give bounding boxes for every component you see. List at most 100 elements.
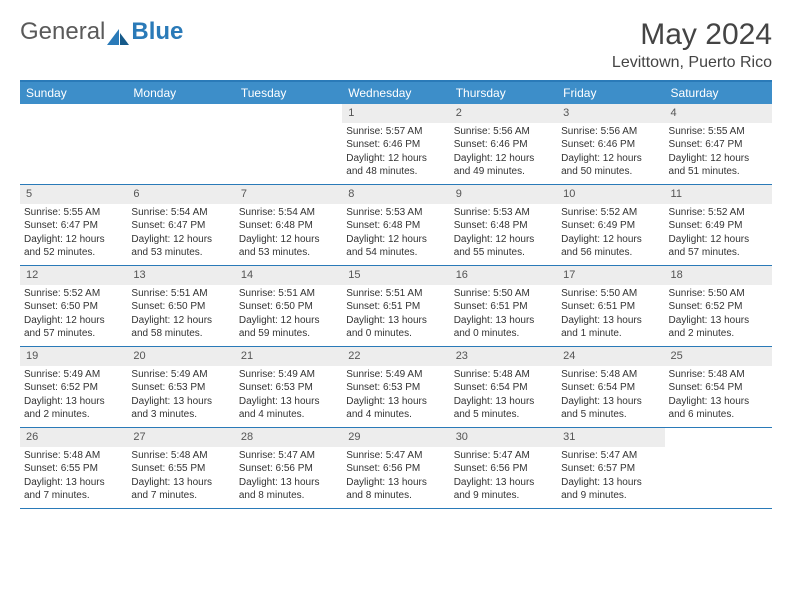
day-body: Sunrise: 5:48 AMSunset: 6:54 PMDaylight:… — [665, 366, 772, 426]
sunrise-line: Sunrise: 5:48 AM — [454, 368, 553, 382]
day-cell: 24Sunrise: 5:48 AMSunset: 6:54 PMDayligh… — [557, 347, 664, 427]
day-cell: 22Sunrise: 5:49 AMSunset: 6:53 PMDayligh… — [342, 347, 449, 427]
day-number: 5 — [20, 185, 127, 204]
day-cell: 26Sunrise: 5:48 AMSunset: 6:55 PMDayligh… — [20, 428, 127, 508]
sunset-line: Sunset: 6:51 PM — [561, 300, 660, 314]
sunrise-line: Sunrise: 5:51 AM — [239, 287, 338, 301]
day-cell: 30Sunrise: 5:47 AMSunset: 6:56 PMDayligh… — [450, 428, 557, 508]
day-cell: 25Sunrise: 5:48 AMSunset: 6:54 PMDayligh… — [665, 347, 772, 427]
daylight-line: Daylight: 13 hours and 1 minute. — [561, 314, 660, 341]
daylight-line: Daylight: 12 hours and 59 minutes. — [239, 314, 338, 341]
day-cell: 20Sunrise: 5:49 AMSunset: 6:53 PMDayligh… — [127, 347, 234, 427]
day-body: Sunrise: 5:52 AMSunset: 6:49 PMDaylight:… — [557, 204, 664, 264]
sunrise-line: Sunrise: 5:49 AM — [346, 368, 445, 382]
daylight-line: Daylight: 12 hours and 48 minutes. — [346, 152, 445, 179]
day-cell: 29Sunrise: 5:47 AMSunset: 6:56 PMDayligh… — [342, 428, 449, 508]
day-number: 14 — [235, 266, 342, 285]
sunset-line: Sunset: 6:48 PM — [454, 219, 553, 233]
daylight-line: Daylight: 13 hours and 9 minutes. — [454, 476, 553, 503]
day-of-week-header: Wednesday — [342, 82, 449, 104]
day-number: 3 — [557, 104, 664, 123]
daylight-line: Daylight: 13 hours and 2 minutes. — [669, 314, 768, 341]
sunrise-line: Sunrise: 5:55 AM — [669, 125, 768, 139]
location: Levittown, Puerto Rico — [612, 54, 772, 72]
sunset-line: Sunset: 6:56 PM — [239, 462, 338, 476]
sunrise-line: Sunrise: 5:50 AM — [454, 287, 553, 301]
day-cell: 7Sunrise: 5:54 AMSunset: 6:48 PMDaylight… — [235, 185, 342, 265]
day-cell: 11Sunrise: 5:52 AMSunset: 6:49 PMDayligh… — [665, 185, 772, 265]
sunset-line: Sunset: 6:53 PM — [239, 381, 338, 395]
sunrise-line: Sunrise: 5:47 AM — [346, 449, 445, 463]
week-row: 19Sunrise: 5:49 AMSunset: 6:52 PMDayligh… — [20, 347, 772, 428]
sunrise-line: Sunrise: 5:49 AM — [24, 368, 123, 382]
day-number: 17 — [557, 266, 664, 285]
sunrise-line: Sunrise: 5:54 AM — [131, 206, 230, 220]
day-body: Sunrise: 5:51 AMSunset: 6:50 PMDaylight:… — [235, 285, 342, 345]
day-cell: 10Sunrise: 5:52 AMSunset: 6:49 PMDayligh… — [557, 185, 664, 265]
day-cell: 9Sunrise: 5:53 AMSunset: 6:48 PMDaylight… — [450, 185, 557, 265]
day-number: 19 — [20, 347, 127, 366]
day-body: Sunrise: 5:53 AMSunset: 6:48 PMDaylight:… — [450, 204, 557, 264]
day-body: Sunrise: 5:49 AMSunset: 6:53 PMDaylight:… — [127, 366, 234, 426]
day-number: 16 — [450, 266, 557, 285]
sunrise-line: Sunrise: 5:57 AM — [346, 125, 445, 139]
day-cell: 31Sunrise: 5:47 AMSunset: 6:57 PMDayligh… — [557, 428, 664, 508]
sunset-line: Sunset: 6:47 PM — [24, 219, 123, 233]
day-cell: 6Sunrise: 5:54 AMSunset: 6:47 PMDaylight… — [127, 185, 234, 265]
daylight-line: Daylight: 13 hours and 6 minutes. — [669, 395, 768, 422]
day-cell: 18Sunrise: 5:50 AMSunset: 6:52 PMDayligh… — [665, 266, 772, 346]
day-body: Sunrise: 5:49 AMSunset: 6:53 PMDaylight:… — [342, 366, 449, 426]
day-number: 6 — [127, 185, 234, 204]
day-number: 24 — [557, 347, 664, 366]
day-number: 21 — [235, 347, 342, 366]
sunset-line: Sunset: 6:49 PM — [669, 219, 768, 233]
day-number: 27 — [127, 428, 234, 447]
sunset-line: Sunset: 6:46 PM — [454, 138, 553, 152]
sunrise-line: Sunrise: 5:48 AM — [561, 368, 660, 382]
logo-text-blue: Blue — [131, 18, 183, 46]
day-body: Sunrise: 5:51 AMSunset: 6:50 PMDaylight:… — [127, 285, 234, 345]
day-body: Sunrise: 5:52 AMSunset: 6:49 PMDaylight:… — [665, 204, 772, 264]
day-number: 23 — [450, 347, 557, 366]
sunrise-line: Sunrise: 5:50 AM — [669, 287, 768, 301]
day-body: Sunrise: 5:55 AMSunset: 6:47 PMDaylight:… — [665, 123, 772, 183]
weeks-container: 1Sunrise: 5:57 AMSunset: 6:46 PMDaylight… — [20, 104, 772, 509]
day-cell: 8Sunrise: 5:53 AMSunset: 6:48 PMDaylight… — [342, 185, 449, 265]
sunset-line: Sunset: 6:46 PM — [561, 138, 660, 152]
sunset-line: Sunset: 6:50 PM — [239, 300, 338, 314]
day-cell — [665, 428, 772, 508]
daylight-line: Daylight: 12 hours and 58 minutes. — [131, 314, 230, 341]
week-row: 26Sunrise: 5:48 AMSunset: 6:55 PMDayligh… — [20, 428, 772, 509]
day-number: 1 — [342, 104, 449, 123]
day-body: Sunrise: 5:49 AMSunset: 6:52 PMDaylight:… — [20, 366, 127, 426]
day-cell: 1 Sunrise: 5:57 AMSunset: 6:46 PMDaylight… — [342, 104, 449, 184]
day-body: Sunrise: 5:50 AMSunset: 6:51 PMDaylight:… — [450, 285, 557, 345]
day-body: Sunrise: 5:48 AMSunset: 6:54 PMDaylight:… — [557, 366, 664, 426]
sunrise-line: Sunrise: 5:55 AM — [24, 206, 123, 220]
sunset-line: Sunset: 6:50 PM — [24, 300, 123, 314]
month-title: May 2024 — [612, 18, 772, 52]
day-body: Sunrise: 5:51 AMSunset: 6:51 PMDaylight:… — [342, 285, 449, 345]
day-number: 31 — [557, 428, 664, 447]
sunrise-line: Sunrise: 5:50 AM — [561, 287, 660, 301]
day-body: Sunrise: 5:56 AMSunset: 6:46 PMDaylight:… — [450, 123, 557, 183]
week-row: 12Sunrise: 5:52 AMSunset: 6:50 PMDayligh… — [20, 266, 772, 347]
daylight-line: Daylight: 13 hours and 8 minutes. — [346, 476, 445, 503]
sunset-line: Sunset: 6:47 PM — [669, 138, 768, 152]
day-cell: 3Sunrise: 5:56 AMSunset: 6:46 PMDaylight… — [557, 104, 664, 184]
daylight-line: Daylight: 12 hours and 53 minutes. — [239, 233, 338, 260]
sunset-line: Sunset: 6:49 PM — [561, 219, 660, 233]
sunset-line: Sunset: 6:52 PM — [24, 381, 123, 395]
sunset-line: Sunset: 6:47 PM — [131, 219, 230, 233]
sunset-line: Sunset: 6:46 PM — [346, 138, 445, 152]
day-body: Sunrise: 5:48 AMSunset: 6:54 PMDaylight:… — [450, 366, 557, 426]
day-body: Sunrise: 5:47 AMSunset: 6:56 PMDaylight:… — [450, 447, 557, 507]
sunrise-line: Sunrise: 5:47 AM — [561, 449, 660, 463]
calendar: SundayMondayTuesdayWednesdayThursdayFrid… — [20, 80, 772, 509]
day-cell: 28Sunrise: 5:47 AMSunset: 6:56 PMDayligh… — [235, 428, 342, 508]
day-body: Sunrise: 5:53 AMSunset: 6:48 PMDaylight:… — [342, 204, 449, 264]
day-number: 15 — [342, 266, 449, 285]
day-number: 9 — [450, 185, 557, 204]
sunrise-line: Sunrise: 5:53 AM — [346, 206, 445, 220]
sunrise-line: Sunrise: 5:56 AM — [561, 125, 660, 139]
